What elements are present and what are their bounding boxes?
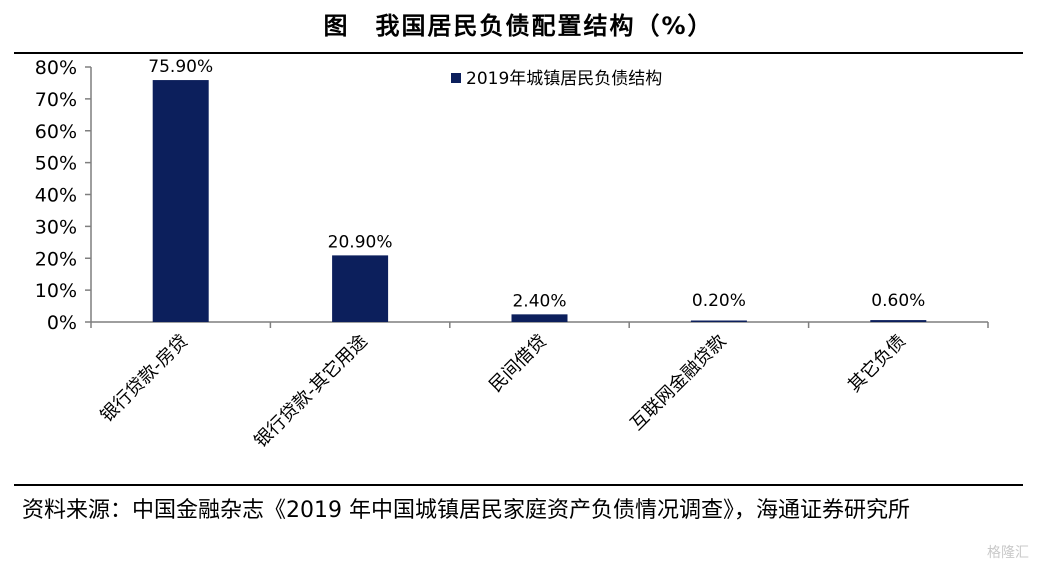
data-label: 75.90% — [148, 57, 213, 77]
y-tick-label: 20% — [35, 248, 77, 270]
bar — [511, 314, 568, 322]
data-label: 2.40% — [512, 291, 566, 311]
bar — [152, 80, 209, 322]
data-label: 0.60% — [871, 291, 925, 311]
y-tick-label: 70% — [35, 89, 77, 111]
bar — [332, 255, 389, 322]
page-title: 图 我国居民负债配置结构（%） — [323, 12, 714, 40]
data-label: 20.90% — [328, 232, 393, 252]
source-note: 资料来源：中国金融杂志《2019 年中国城镇居民家庭资产负债情况调查》，海通证券… — [22, 498, 910, 523]
y-tick-label: 50% — [35, 153, 77, 175]
bottom-rule — [14, 484, 1023, 486]
y-tick-label: 30% — [35, 216, 77, 238]
x-category-label: 其它负债 — [844, 331, 910, 397]
y-tick-label: 60% — [35, 121, 77, 143]
watermark: 格隆汇 — [987, 545, 1029, 561]
y-tick-label: 80% — [35, 57, 77, 79]
x-category-label: 银行贷款-其它用途 — [250, 331, 371, 452]
legend-label: 2019年城镇居民负债结构 — [466, 69, 662, 89]
bar — [690, 320, 747, 322]
x-category-label: 民间借贷 — [485, 331, 551, 397]
bar — [870, 320, 927, 322]
legend-swatch — [451, 73, 461, 83]
data-label: 0.20% — [692, 291, 746, 311]
x-category-label: 银行贷款-房贷 — [96, 331, 192, 427]
y-tick-label: 10% — [35, 280, 77, 302]
top-rule — [14, 52, 1023, 54]
y-tick-label: 40% — [35, 185, 77, 207]
y-tick-label: 0% — [47, 312, 77, 334]
bar-chart: 0% 10% 20% 30% 40% 50% 60% 70% 80% 75.90% 银行贷款-房贷 2… — [35, 57, 989, 452]
x-category-label: 互联网金融贷款 — [626, 331, 730, 435]
